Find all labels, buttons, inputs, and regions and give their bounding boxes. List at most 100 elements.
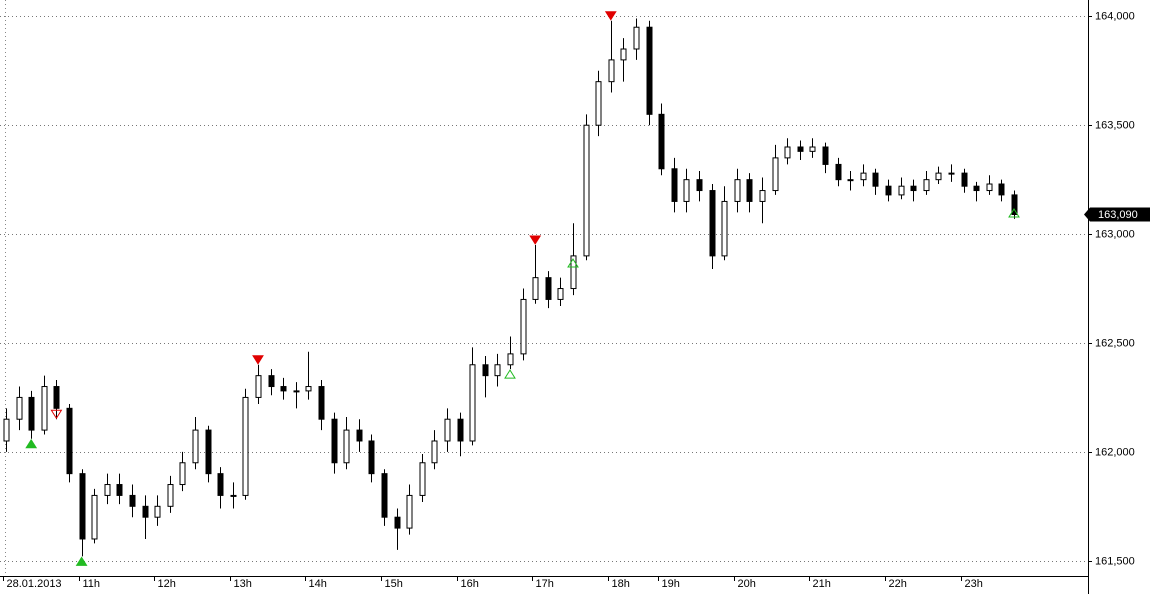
candle-body-up (230, 494, 237, 497)
candle-body-up (104, 484, 111, 496)
candle-body-down (53, 386, 60, 409)
candle-body-down (368, 440, 375, 475)
candle-body-up (3, 418, 10, 442)
x-tick-label: 21h (813, 578, 831, 590)
y-tick-label: 162,500 (1095, 337, 1135, 349)
candle-body-down (280, 386, 287, 392)
candle-body-down (696, 179, 703, 192)
signal-marker (75, 556, 88, 566)
candle-body-up (431, 440, 438, 464)
candle-body-up (167, 484, 174, 507)
x-tick-label: 13h (234, 578, 252, 590)
candle-body-up (293, 390, 300, 393)
candle-body-down (658, 113, 665, 170)
candle-body-up (406, 494, 413, 529)
candle-body-up (494, 364, 501, 377)
signal-marker (252, 355, 264, 365)
candle-body-up (784, 146, 791, 159)
x-tick-label: 11h (83, 578, 101, 590)
candle-body-down (910, 185, 917, 192)
y-tick-label: 163,500 (1095, 119, 1135, 131)
candle-body-up (595, 81, 602, 126)
candle-body-up (620, 48, 627, 61)
candle-body-down (28, 396, 35, 431)
x-tick-label: 12h (158, 578, 176, 590)
y-tick-label: 163,000 (1095, 228, 1135, 240)
x-tick-label: 15h (385, 578, 403, 590)
candle-body-down (331, 418, 338, 464)
x-tick-label: 17h (536, 578, 554, 590)
candle-body-up (343, 429, 350, 464)
candle-body-up (507, 353, 514, 366)
candle-body-down (835, 163, 842, 181)
candle-body-down (457, 418, 464, 442)
candle-body-up (154, 505, 161, 518)
candle-body-down (318, 386, 325, 420)
x-tick-label: 18h (612, 578, 630, 590)
signal-marker (1008, 208, 1020, 218)
candle-body-up (935, 172, 942, 181)
candle-body-down (356, 429, 363, 442)
candle-body-up (520, 298, 527, 355)
candle-body-up (532, 277, 539, 300)
candle-body-down (885, 185, 892, 196)
candle-body-up (179, 462, 186, 486)
candle-body-down (217, 473, 224, 496)
candle-body-up (683, 179, 690, 202)
candle-body-up (923, 179, 930, 192)
x-tick-label: 19h (662, 578, 680, 590)
y-tick-label: 164,000 (1095, 10, 1135, 22)
y-tick-label: 161,500 (1095, 555, 1135, 567)
candle-body-down (268, 375, 275, 388)
candle-body-up (721, 200, 728, 257)
candle-body-down (746, 179, 753, 202)
candle-body-down (709, 190, 716, 257)
candle-body-down (79, 473, 86, 540)
candle-body-down (394, 516, 401, 529)
x-tick-label: 20h (738, 578, 756, 590)
x-tick-label: 14h (309, 578, 327, 590)
x-tick-label: 23h (965, 578, 983, 590)
candle-body-down (822, 146, 829, 165)
candle-body-up (444, 418, 451, 442)
candle-body-down (1011, 194, 1018, 216)
candle-body-down (998, 183, 1005, 196)
x-tick-label: 22h (889, 578, 907, 590)
candle-body-up (860, 172, 867, 181)
candle-body-up (948, 172, 955, 175)
candle-body-down (646, 26, 653, 115)
candle-body-up (583, 124, 590, 257)
candle-body-up (255, 375, 262, 398)
candle-body-down (116, 484, 123, 496)
x-tick-label: 16h (461, 578, 479, 590)
last-price-label: 163,090 (1098, 209, 1138, 221)
signal-marker (25, 438, 38, 449)
x-tick-label: 28.01.2013 (7, 578, 62, 590)
candle-body-up (898, 185, 905, 196)
candle-body-up (633, 26, 640, 50)
y-tick-label: 162,000 (1095, 446, 1135, 458)
candle-body-up (305, 386, 312, 392)
candle-body-down (671, 168, 678, 202)
candle-body-down (797, 146, 804, 152)
candle-body-up (16, 396, 23, 420)
signal-marker (504, 369, 516, 379)
candle-body-up (91, 494, 98, 540)
candle-body-up (192, 429, 199, 464)
candle-body-down (205, 429, 212, 475)
candle-body-down (129, 494, 136, 507)
candle-body-up (772, 157, 779, 192)
candle-body-down (482, 364, 489, 377)
candle-body-up (469, 364, 476, 442)
signal-marker (50, 409, 63, 420)
candle-body-up (242, 396, 249, 496)
last-price-box (1090, 207, 1150, 222)
candle-body-up (41, 386, 48, 431)
candle-body-up (734, 179, 741, 202)
candle-body-up (986, 183, 993, 192)
candle-body-down (973, 185, 980, 192)
candle-body-down (381, 473, 388, 518)
signal-marker (604, 11, 617, 21)
